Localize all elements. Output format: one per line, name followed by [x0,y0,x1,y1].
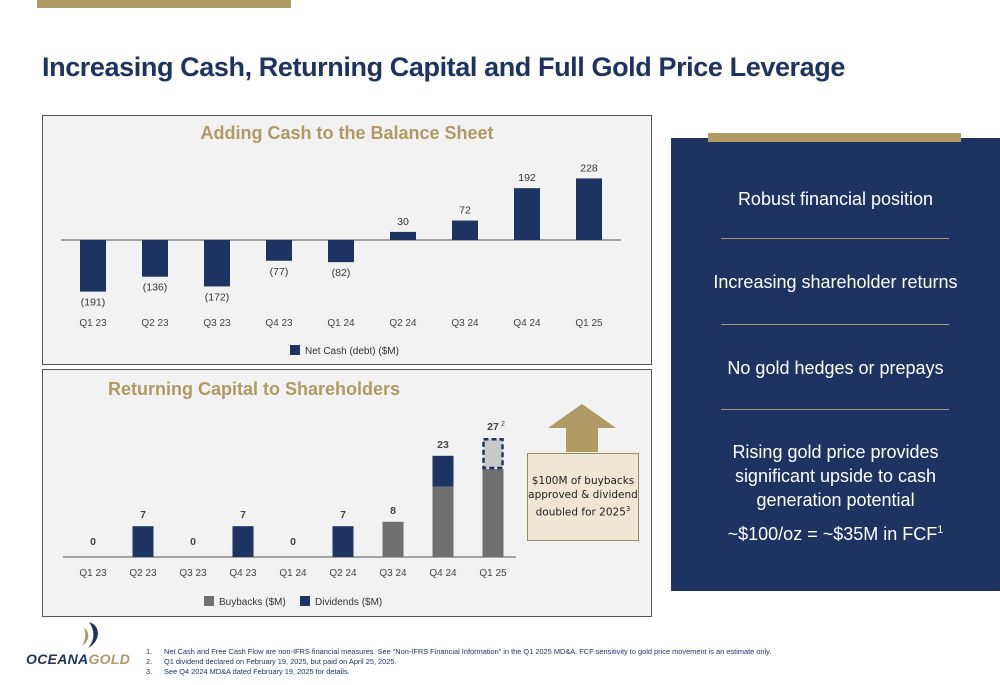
net-cash-value-label: 192 [518,172,536,184]
capital-return-total-label: 0 [190,536,196,548]
capital-return-total-label: 0 [290,536,296,548]
capital-return-total-label: 27 [487,421,499,433]
footnotes: 1. Net Cash and Free Cash Flow are non-IF… [146,647,771,677]
capital-return-category-label: Q1 24 [279,568,307,579]
net-cash-category-label: Q1 25 [575,318,603,329]
net-cash-value-label: 72 [459,205,471,217]
fcf-footnote-ref: 1 [937,524,944,536]
capital-return-category-label: Q2 24 [329,568,357,579]
net-cash-category-label: Q1 24 [327,318,355,329]
highlight-divider [721,409,949,410]
capital-return-category-label: Q1 25 [479,568,507,579]
company-logo-text: OCEANAGOLD [26,651,130,667]
net-cash-category-label: Q4 24 [513,318,541,329]
net-cash-bar [266,240,292,261]
fcf-sensitivity-text: ~$100/oz = ~$35M in FCF [727,524,938,544]
net-cash-bar [142,240,168,277]
net-cash-bar [390,231,416,240]
net-cash-bar [204,240,230,287]
highlight-shareholder-returns: Increasing shareholder returns [713,272,958,292]
capital-return-category-label: Q2 23 [129,568,157,579]
net-cash-value-label: 228 [580,162,598,174]
buyback-bar [482,469,504,557]
capital-return-category-label: Q4 24 [429,568,457,579]
net-cash-bar [576,178,602,240]
dividend-bar [232,526,254,557]
capital-return-category-label: Q3 24 [379,568,407,579]
capital-return-footnote-ref: 2 [501,421,505,428]
capital-return-total-label: 7 [340,509,346,521]
highlight-no-hedges: No gold hedges or prepays [727,358,944,378]
capital-return-category-label: Q4 23 [229,568,257,579]
net-cash-chart: (191) Q1 23 (136) Q2 23 (172) Q3 23 (77) Q4 23 (… [61,162,621,357]
capital-return-total-label: 7 [240,509,246,521]
net-cash-value-label: (82) [332,267,351,279]
buyback-bar [382,521,404,557]
capital-return-chart-title: Returning Capital to Shareholders [107,379,401,399]
capital-return-chart: 0 Q1 23 7 Q2 23 0 Q3 23 7 Q4 23 0 Q1 24 7 Q2 24 8 Q3 … [63,421,516,608]
logo-text-part2: GOLD [88,651,131,667]
footnote-item: 2. Q1 dividend declared on February 19, 2… [146,657,397,666]
dividend-bar [132,526,154,557]
net-cash-value-label: (172) [205,291,230,303]
net-cash-value-label: (77) [270,266,289,278]
highlight-divider [721,238,949,239]
dividend-bar [432,455,454,487]
capital-return-category-label: Q1 23 [79,568,107,579]
net-cash-category-label: Q3 23 [203,318,231,329]
net-cash-chart-title: Adding Cash to the Balance Sheet [200,123,494,143]
logo-text-part1: OCEANA [26,651,89,667]
buyback-legend-swatch [204,596,214,606]
capital-return-category-label: Q3 23 [179,568,207,579]
net-cash-bar [452,220,478,240]
net-cash-category-label: Q3 24 [451,318,479,329]
net-cash-value-label: 30 [397,216,409,228]
buyback-callout: $100M of buybacks approved & dividend do… [527,453,639,541]
net-cash-category-label: Q2 24 [389,318,417,329]
dividend-legend-swatch [300,596,310,606]
top-accent-bar [37,0,291,8]
dividend-legend-label: Dividends ($M) [315,597,382,608]
page-title: Increasing Cash, Returning Capital and F… [42,52,845,82]
net-cash-chart-panel: (191) Q1 23 (136) Q2 23 (172) Q3 23 (77) Q4 23 (… [42,115,652,365]
capital-return-total-label: 8 [390,505,396,517]
capital-return-total-label: 0 [90,536,96,548]
capital-return-total-label: 23 [437,439,449,451]
highlight-fcf-sensitivity: ~$100/oz = ~$35M in FCF1 [671,518,1000,546]
footnote-item: 1. Net Cash and Free Cash Flow are non-IF… [146,647,772,656]
dividend-bar [332,526,354,557]
highlights-accent-bar [708,133,961,142]
net-cash-bar [80,240,106,292]
highlight-gold-leverage: Rising gold price provides significant u… [732,442,939,510]
highlights-panel: Robust financial position Increasing sha… [671,138,1000,591]
net-cash-bar [328,240,354,263]
up-arrow-icon [548,404,616,452]
highlight-financial-position: Robust financial position [737,189,934,209]
callout-footnote-ref: 3 [625,505,631,514]
net-cash-category-label: Q2 23 [141,318,169,329]
net-cash-legend-swatch [290,345,300,355]
net-cash-category-label: Q4 23 [265,318,293,329]
net-cash-value-label: (136) [143,282,168,294]
capital-return-chart-panel: 0 Q1 23 7 Q2 23 0 Q3 23 7 Q4 23 0 Q1 24 7 Q2 24 8 Q3 … [42,369,652,617]
capital-return-total-label: 7 [140,509,146,521]
buyback-legend-label: Buybacks ($M) [219,597,286,608]
declared-dividend-bar [482,437,504,470]
callout-text: $100M of buybacks approved & dividend do… [528,475,638,519]
highlight-divider [721,324,949,325]
net-cash-category-label: Q1 23 [79,318,107,329]
footnote-item: 3. See Q4 2024 MD&A dated February 19, 20… [146,667,350,676]
net-cash-bar [514,188,540,240]
net-cash-value-label: (191) [81,297,106,309]
buyback-bar [432,486,454,557]
oceanagold-logo-icon [82,622,98,648]
net-cash-legend-label: Net Cash (debt) ($M) [305,346,399,357]
